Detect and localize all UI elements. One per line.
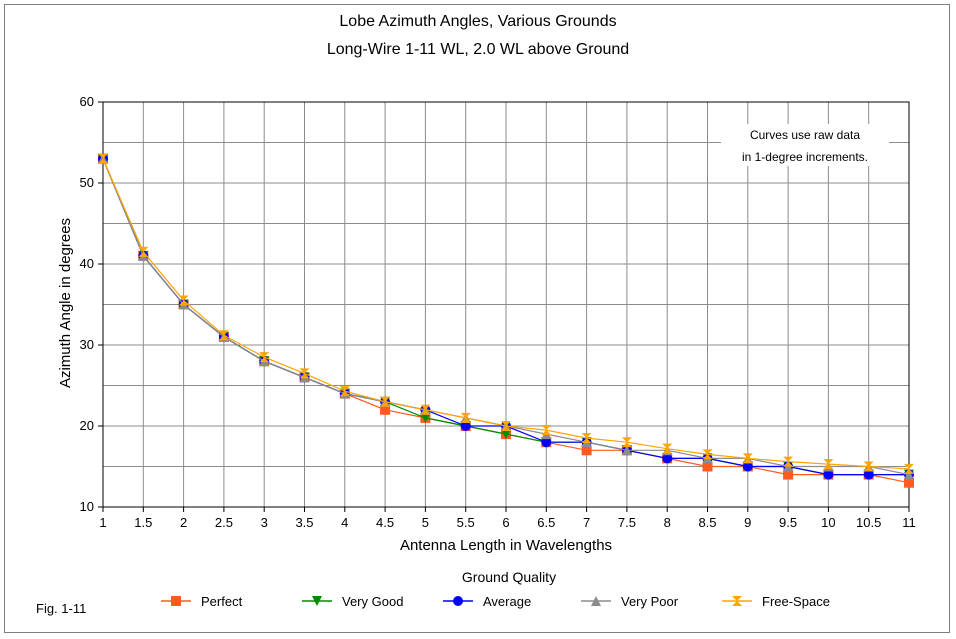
- data-point-free-space: [420, 404, 431, 415]
- x-tick-label: 9.5: [779, 515, 797, 530]
- y-tick-label: 30: [80, 337, 94, 352]
- figure-label: Fig. 1-11: [36, 601, 86, 616]
- annotation-background: [721, 124, 889, 166]
- data-point-average: [823, 469, 834, 480]
- x-tick-label: 9: [744, 515, 751, 530]
- legend-marker-free-space: [732, 596, 742, 606]
- data-point-very-poor: [621, 445, 632, 456]
- annotation-line-2: in 1-degree increments.: [742, 150, 868, 164]
- data-point-free-space: [904, 463, 914, 474]
- data-point-average: [460, 421, 471, 431]
- chart-subtitle: Long-Wire 1-11 WL, 2.0 WL above Ground: [327, 41, 629, 58]
- data-point-free-space: [299, 368, 310, 379]
- annotation-box: Curves use raw data in 1-degree incremen…: [721, 124, 889, 166]
- data-point-average: [541, 437, 552, 448]
- x-tick-label: 3.5: [295, 515, 313, 530]
- series-group: [98, 153, 914, 488]
- data-point-free-space: [460, 412, 471, 423]
- x-tick-label: 1.5: [134, 515, 152, 530]
- x-axis-ticks: 1 1.5 2 2.5 3 3.5 4 4.5 5 5.5 6 6.5 7 7.5 8 8.5 9 9.5 10 10…: [99, 507, 916, 530]
- data-point-perfect: [380, 404, 391, 415]
- data-point-free-space: [259, 352, 270, 363]
- data-point-average: [662, 453, 673, 464]
- x-tick-label: 8.5: [698, 515, 716, 530]
- x-tick-label: 10: [821, 515, 835, 530]
- legend-label: Very Poor: [621, 594, 679, 609]
- legend-marker-very-good: [312, 596, 322, 606]
- x-tick-label: 1: [99, 515, 106, 530]
- data-point-very-poor: [904, 469, 914, 480]
- data-point-free-space: [138, 246, 149, 257]
- data-point-perfect: [904, 477, 914, 488]
- grid: [103, 102, 909, 507]
- legend-title: Ground Quality: [462, 569, 556, 585]
- x-tick-label: 10.5: [856, 515, 881, 530]
- data-point-free-space: [339, 386, 350, 397]
- data-point-free-space: [178, 295, 189, 306]
- legend-label: Perfect: [201, 594, 243, 609]
- legend: Perfect Very Good Average Very Poor Free-Spa…: [161, 594, 830, 609]
- data-point-free-space: [662, 443, 673, 454]
- x-tick-label: 3: [261, 515, 268, 530]
- data-point-perfect: [581, 445, 592, 456]
- legend-label: Free-Space: [762, 594, 830, 609]
- data-point-perfect: [702, 461, 713, 472]
- data-point-free-space: [98, 153, 108, 164]
- data-point-average: [863, 469, 874, 480]
- x-tick-label: 8: [664, 515, 671, 530]
- legend-marker-average: [453, 596, 463, 606]
- x-tick-label: 2.5: [215, 515, 233, 530]
- data-point-free-space: [863, 461, 874, 472]
- x-axis-label: Antenna Length in Wavelengths: [400, 537, 612, 554]
- y-axis-label: Azimuth Angle in degrees: [57, 218, 74, 388]
- legend-label: Average: [483, 594, 531, 609]
- x-tick-label: 11: [902, 515, 916, 530]
- data-point-free-space: [541, 425, 552, 436]
- x-tick-label: 2: [180, 515, 187, 530]
- x-tick-label: 5: [422, 515, 429, 530]
- x-tick-label: 6.5: [537, 515, 555, 530]
- data-point-average: [742, 461, 753, 472]
- series-free-space: [98, 153, 914, 474]
- data-point-very-good: [420, 412, 431, 423]
- data-point-free-space: [742, 453, 753, 464]
- y-tick-label: 40: [80, 256, 94, 271]
- x-tick-label: 6: [502, 515, 509, 530]
- data-point-free-space: [218, 330, 229, 341]
- legend-item-perfect: Perfect: [161, 594, 243, 609]
- legend-item-very-poor: Very Poor: [581, 594, 679, 609]
- y-tick-label: 50: [80, 175, 94, 190]
- annotation-line-1: Curves use raw data: [750, 128, 860, 142]
- data-point-perfect: [783, 469, 794, 480]
- x-tick-label: 4: [341, 515, 348, 530]
- x-tick-label: 5.5: [457, 515, 475, 530]
- data-point-very-good: [501, 429, 511, 440]
- legend-item-very-good: Very Good: [302, 594, 403, 609]
- legend-label: Very Good: [342, 594, 403, 609]
- y-tick-label: 10: [80, 499, 94, 514]
- data-point-free-space: [702, 449, 713, 460]
- data-point-free-space: [380, 396, 391, 407]
- chart-title: Lobe Azimuth Angles, Various Grounds: [339, 13, 616, 30]
- legend-item-average: Average: [443, 594, 531, 609]
- data-point-free-space: [621, 437, 632, 448]
- y-tick-label: 60: [80, 94, 94, 109]
- y-axis-ticks: 10 20 30 40 50 60: [80, 94, 103, 514]
- legend-marker-very-poor: [591, 596, 601, 606]
- chart-frame: [4, 4, 950, 633]
- data-point-free-space: [501, 421, 511, 431]
- data-point-free-space: [581, 433, 592, 444]
- data-point-free-space: [823, 459, 834, 470]
- x-tick-label: 7: [583, 515, 590, 530]
- y-tick-label: 20: [80, 418, 94, 433]
- legend-marker-perfect: [171, 596, 181, 606]
- data-point-free-space: [783, 456, 794, 467]
- x-tick-label: 7.5: [618, 515, 636, 530]
- legend-item-free-space: Free-Space: [722, 594, 830, 609]
- x-tick-label: 4.5: [376, 515, 394, 530]
